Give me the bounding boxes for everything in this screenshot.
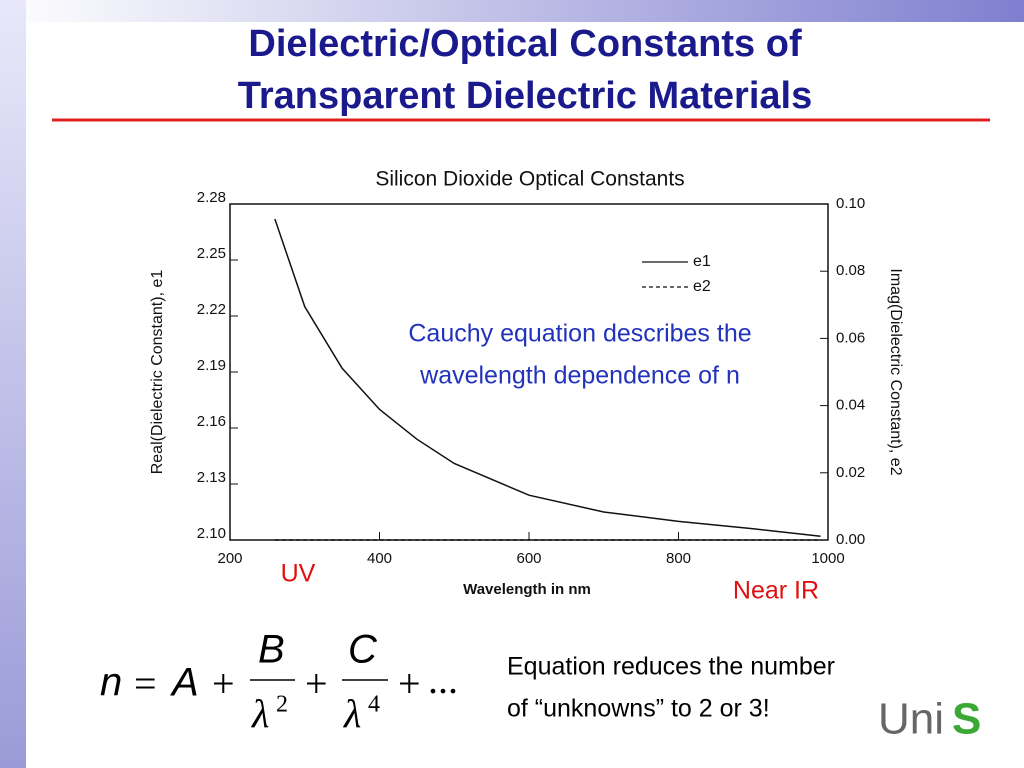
y-tick-label: 2.13	[197, 469, 226, 486]
y-tick-label: 2.28	[197, 189, 226, 206]
line-series	[274, 218, 821, 538]
slide-title: Dielectric/Optical Constants of	[248, 23, 802, 65]
x-tick-label: 600	[516, 550, 541, 567]
x-tick-label: 400	[367, 550, 392, 567]
y2-axis-label: Imag(Dielectric Constant), e2	[887, 268, 904, 475]
eq-equals: =	[134, 661, 157, 706]
eq-lambda: λ	[343, 691, 361, 736]
y-tick-label: 2.25	[197, 245, 226, 262]
eq-n: n	[100, 661, 122, 705]
y-tick-label: 2.22	[197, 301, 226, 318]
x-tick-label: 800	[666, 550, 691, 567]
eq-a: A	[170, 661, 199, 705]
y2-tick-label: 0.06	[836, 329, 865, 346]
y2-tick-label: 0.00	[836, 531, 865, 548]
logo-accent: S	[952, 695, 981, 744]
y-tick-label: 2.10	[197, 525, 226, 542]
y2-tick-label: 0.04	[836, 397, 865, 414]
x-tick-label: 200	[217, 550, 242, 567]
y2-tick-label: 0.08	[836, 262, 865, 279]
note: Equation reduces the number	[507, 653, 835, 681]
top-band	[0, 0, 1024, 22]
eq-exp: 4	[368, 692, 380, 718]
annotation: UV	[281, 560, 316, 588]
annotation: wavelength dependence of n	[419, 362, 740, 390]
y-tick-label: 2.19	[197, 357, 226, 374]
note: of “unknowns” to 2 or 3!	[507, 695, 770, 723]
slide-title: Transparent Dielectric Materials	[238, 75, 812, 117]
chart-title: Silicon Dioxide Optical Constants	[375, 168, 684, 191]
eq-plus: +	[212, 661, 235, 706]
y2-tick-label: 0.02	[836, 464, 865, 481]
left-band	[0, 0, 26, 768]
x-tick-label: 1000	[811, 550, 844, 567]
eq-lambda: λ	[251, 691, 269, 736]
eq-plus: +	[398, 661, 421, 706]
equation: n = A + B λ 2 + C λ 4 + ...	[100, 628, 458, 737]
y-tick-label: 2.16	[197, 413, 226, 430]
eq-c: C	[348, 628, 378, 672]
legend-label: e1	[693, 253, 711, 270]
annotation: Cauchy equation describes the	[408, 320, 751, 348]
eq-plus: +	[305, 661, 328, 706]
annotation: Near IR	[733, 577, 819, 605]
y2-tick-label: 0.10	[836, 195, 865, 212]
x-axis-label: Wavelength in nm	[463, 581, 591, 598]
eq-b: B	[258, 628, 285, 672]
eq-exp: 2	[276, 692, 288, 718]
legend-label: e2	[693, 278, 711, 295]
chart: Silicon Dioxide Optical Constants Wavele…	[149, 168, 904, 605]
y-axis-label: Real(Dielectric Constant), e1	[149, 270, 166, 475]
logo: Uni	[878, 695, 944, 744]
eq-ellipsis: ...	[428, 657, 458, 702]
